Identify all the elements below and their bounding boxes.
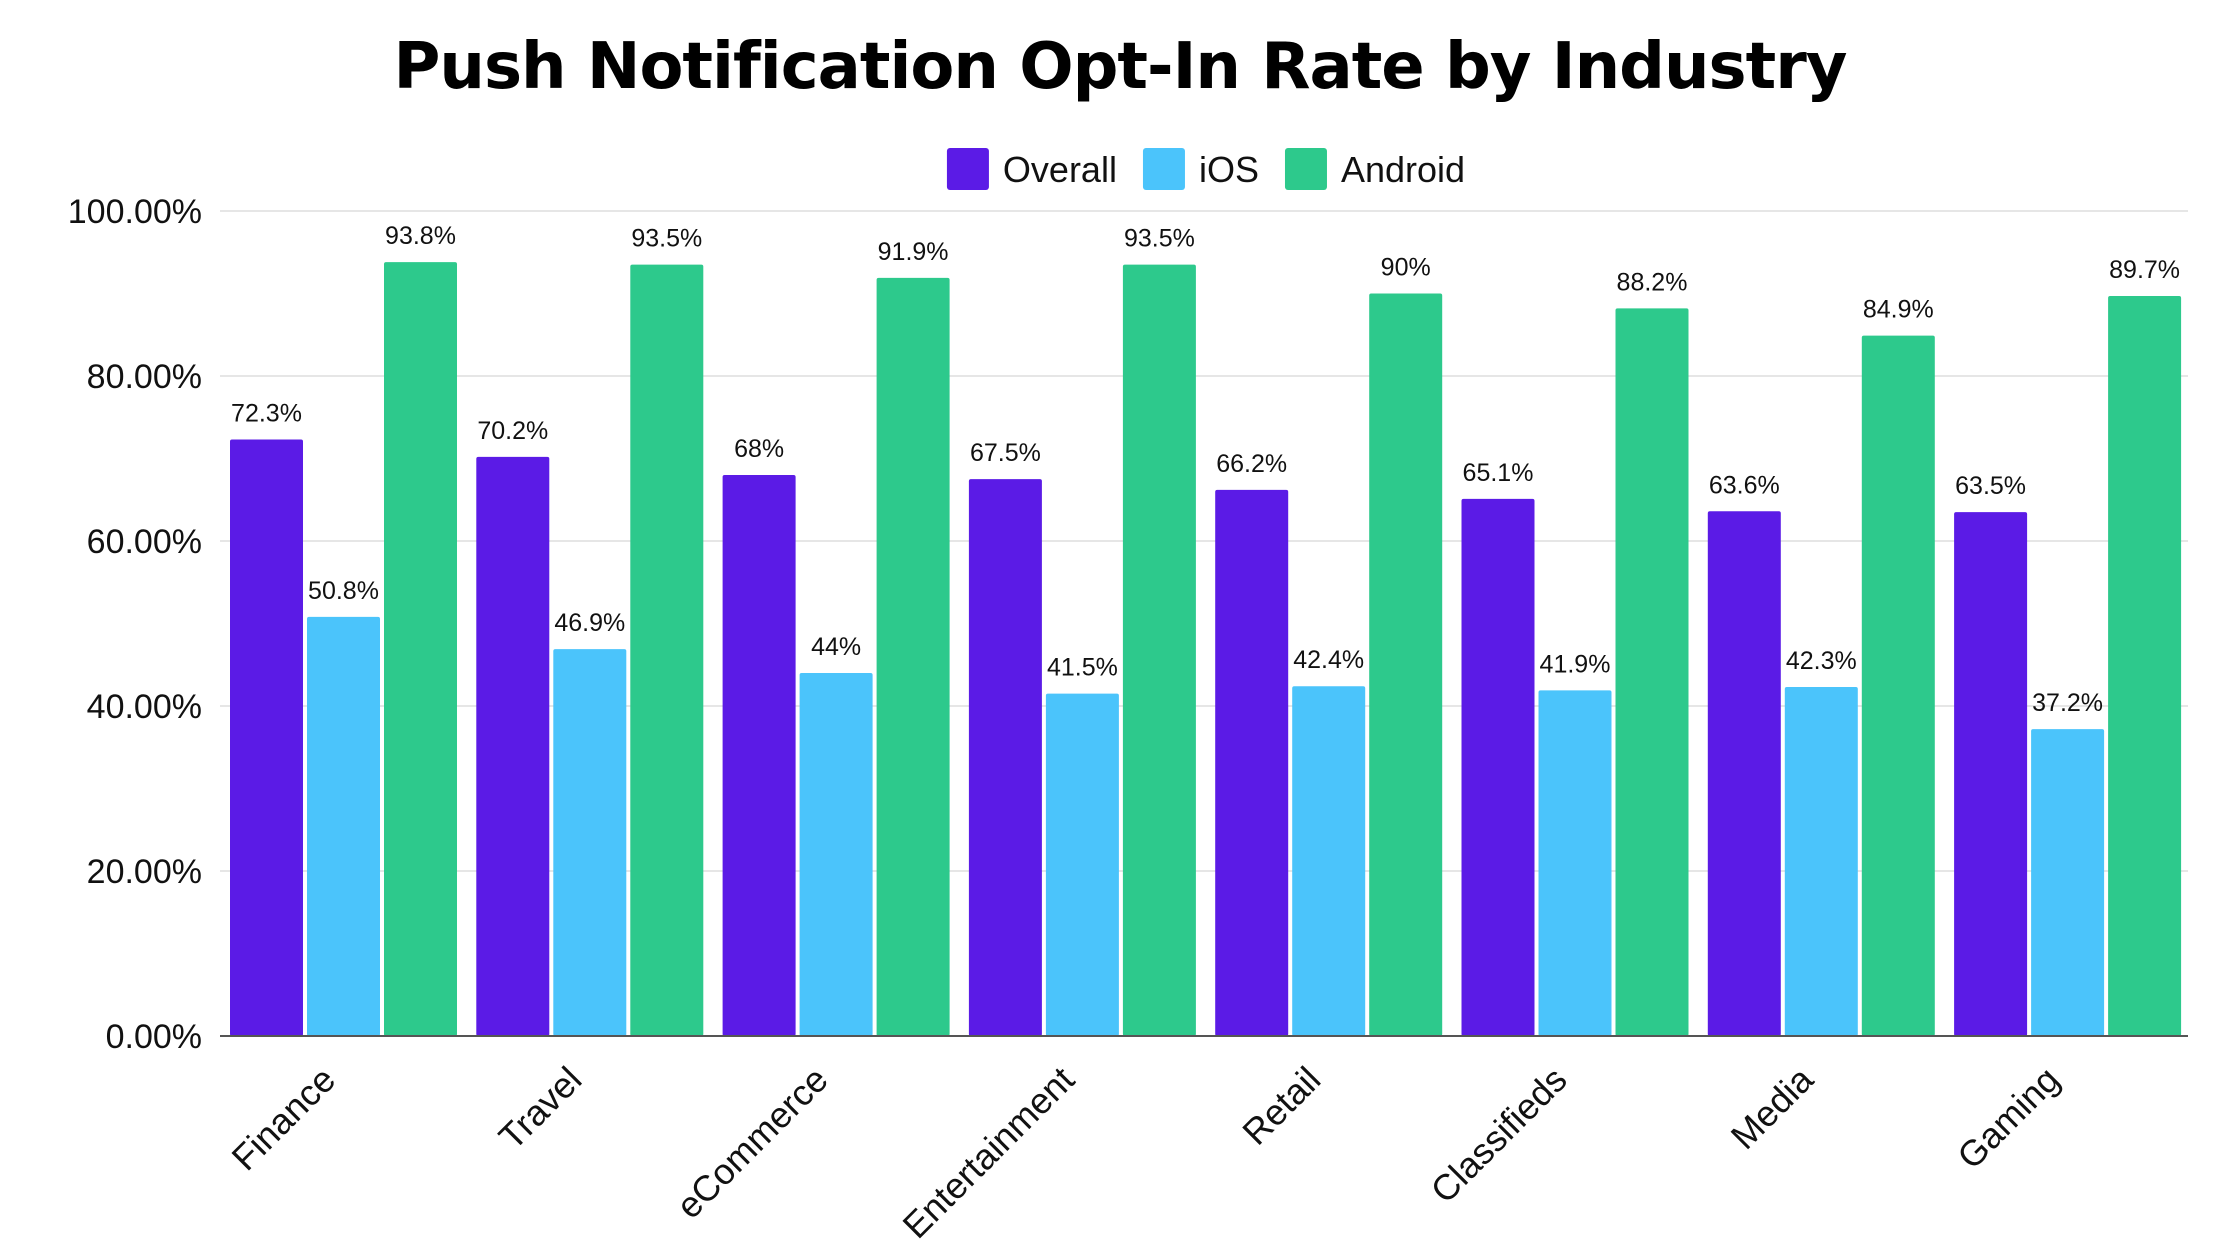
- legend-item-ios[interactable]: iOS: [1142, 148, 1259, 190]
- data-labels: 72.3% 50.8% 93.8% 70.2% 46.9% 93.5% 68% 44% 91.9…: [231, 222, 2180, 717]
- data-label-gaming-ios: 37.2%: [2032, 689, 2103, 717]
- y-tick-label: 80.00%: [87, 358, 202, 396]
- data-label-classifieds-android: 88.2%: [1617, 268, 1688, 296]
- bar-ecommerce-android[interactable]: [876, 277, 950, 1036]
- chart-title: Push Notification Opt-In Rate by Industr…: [393, 30, 1847, 104]
- data-label-finance-overall: 72.3%: [231, 400, 302, 428]
- x-tick-label-finance: Finance: [224, 1059, 344, 1179]
- legend-swatch-ios: [1142, 148, 1185, 190]
- bar-entertainment-overall[interactable]: [968, 479, 1042, 1036]
- bar-classifieds-ios[interactable]: [1538, 690, 1612, 1036]
- bar-classifieds-overall[interactable]: [1461, 498, 1535, 1036]
- bar-classifieds-android[interactable]: [1615, 308, 1689, 1037]
- x-tick-label-travel: Travel: [491, 1059, 590, 1158]
- bar-travel-ios[interactable]: [553, 649, 627, 1036]
- data-label-entertainment-android: 93.5%: [1124, 225, 1195, 253]
- bar-gaming-android[interactable]: [2108, 295, 2182, 1037]
- legend-item-android[interactable]: Android: [1284, 148, 1465, 190]
- data-label-gaming-overall: 63.5%: [1955, 472, 2026, 500]
- data-label-entertainment-overall: 67.5%: [970, 439, 1041, 467]
- x-tick-label-entertainment: Entertainment: [895, 1059, 1082, 1246]
- bar-media-ios[interactable]: [1784, 687, 1858, 1036]
- y-tick-label: 100.00%: [68, 193, 202, 231]
- legend-item-overall[interactable]: Overall: [946, 148, 1117, 190]
- bar-gaming-ios[interactable]: [2031, 729, 2105, 1036]
- bar-retail-ios[interactable]: [1292, 686, 1366, 1036]
- legend-label-ios: iOS: [1199, 149, 1259, 190]
- bar-media-overall[interactable]: [1707, 511, 1781, 1036]
- bar-finance-overall[interactable]: [230, 439, 303, 1036]
- bar-retail-android[interactable]: [1369, 293, 1443, 1037]
- bar-finance-android[interactable]: [384, 262, 457, 1036]
- data-label-travel-android: 93.5%: [631, 225, 702, 253]
- data-label-media-overall: 63.6%: [1709, 471, 1780, 499]
- y-tick-label: 60.00%: [87, 523, 202, 561]
- y-tick-label: 0.00%: [106, 1018, 202, 1056]
- data-label-classifieds-ios: 41.9%: [1540, 650, 1611, 678]
- data-label-travel-overall: 70.2%: [477, 417, 548, 445]
- data-label-media-ios: 42.3%: [1786, 647, 1857, 675]
- y-tick-label: 20.00%: [87, 853, 202, 891]
- bar-travel-overall[interactable]: [476, 456, 550, 1037]
- legend-swatch-android: [1284, 148, 1327, 190]
- data-label-gaming-android: 89.7%: [2109, 256, 2180, 284]
- bar-media-android[interactable]: [1861, 335, 1935, 1036]
- data-label-ecommerce-android: 91.9%: [878, 238, 949, 266]
- data-label-retail-overall: 66.2%: [1216, 450, 1287, 478]
- data-label-media-android: 84.9%: [1863, 296, 1934, 324]
- bar-finance-ios[interactable]: [307, 616, 380, 1036]
- legend-swatch-overall: [946, 148, 989, 190]
- x-tick-label-gaming: Gaming: [1949, 1059, 2067, 1177]
- legend: Overall iOS Android: [946, 148, 1465, 190]
- y-tick-label: 40.00%: [87, 688, 202, 726]
- data-label-classifieds-overall: 65.1%: [1463, 459, 1534, 487]
- data-label-entertainment-ios: 41.5%: [1047, 654, 1118, 682]
- bar-gaming-overall[interactable]: [1954, 512, 2028, 1036]
- x-tick-label-ecommerce: eCommerce: [668, 1059, 836, 1227]
- data-label-ecommerce-ios: 44%: [811, 633, 861, 661]
- data-label-finance-android: 93.8%: [385, 222, 456, 250]
- bar-travel-android[interactable]: [630, 264, 704, 1036]
- x-tick-label-media: Media: [1723, 1058, 1822, 1157]
- data-label-ecommerce-overall: 68%: [734, 435, 784, 463]
- bars: [230, 262, 2182, 1037]
- x-tick-label-classifieds: Classifieds: [1423, 1059, 1575, 1211]
- bar-entertainment-ios[interactable]: [1045, 693, 1119, 1036]
- bar-entertainment-android[interactable]: [1122, 264, 1196, 1036]
- bar-retail-overall[interactable]: [1215, 489, 1289, 1037]
- data-label-retail-ios: 42.4%: [1293, 646, 1364, 674]
- bar-ecommerce-overall[interactable]: [722, 475, 796, 1036]
- bar-ecommerce-ios[interactable]: [799, 673, 873, 1036]
- data-label-finance-ios: 50.8%: [308, 577, 379, 605]
- x-tick-label-retail: Retail: [1234, 1059, 1328, 1153]
- legend-label-android: Android: [1341, 149, 1465, 190]
- legend-label-overall: Overall: [1003, 149, 1117, 190]
- data-label-retail-android: 90%: [1381, 254, 1431, 282]
- data-label-travel-ios: 46.9%: [554, 609, 625, 637]
